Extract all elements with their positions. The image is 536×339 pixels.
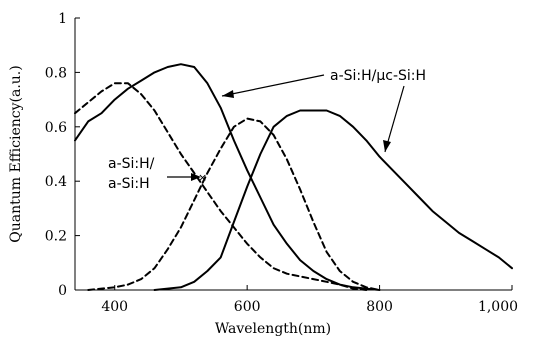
y-tick-label: 0 xyxy=(58,283,67,299)
y-tick-label: 0.6 xyxy=(45,120,67,136)
series-line-3 xyxy=(74,82,368,291)
y-tick-label: 0.8 xyxy=(45,65,67,81)
annotation-arrowhead-top-cell xyxy=(222,90,234,98)
annotation-arrow-bottom-cell xyxy=(384,85,405,153)
x-tick-label: 1,000 xyxy=(478,299,518,315)
annotation-label-asih-asih-line1: a-Si:H/ xyxy=(108,156,155,172)
y-tick-label: 0.2 xyxy=(45,229,67,245)
x-tick-label: 600 xyxy=(234,299,261,315)
series-line-1 xyxy=(74,63,381,291)
annotation-arrowhead-bottom-cell xyxy=(383,140,391,152)
x-axis-title: Wavelength(nm) xyxy=(215,321,331,337)
annotation-label-asih-ucsih: a-Si:H/μc-Si:H xyxy=(330,68,426,84)
series-line-4 xyxy=(87,117,381,291)
y-ticks: 0 0.2 0.4 0.6 0.8 1 xyxy=(45,11,80,299)
x-tick-label: 400 xyxy=(101,299,128,315)
series-group xyxy=(74,63,513,291)
annotation-label-asih-asih-line2: a-Si:H xyxy=(108,176,150,192)
crossover-marker: × xyxy=(198,171,207,184)
y-tick-label: 1 xyxy=(58,11,67,27)
y-tick-label: 0.4 xyxy=(45,174,67,190)
series-line-2 xyxy=(153,109,513,291)
y-axis-title: Quantum Efficiency(a.u.) xyxy=(8,65,24,242)
x-ticks: 400 600 800 1,000 xyxy=(101,285,518,315)
x-tick-label: 800 xyxy=(366,299,393,315)
annotation-arrow-top-cell xyxy=(221,74,325,97)
annotation-arrowhead-crossover xyxy=(191,173,201,181)
